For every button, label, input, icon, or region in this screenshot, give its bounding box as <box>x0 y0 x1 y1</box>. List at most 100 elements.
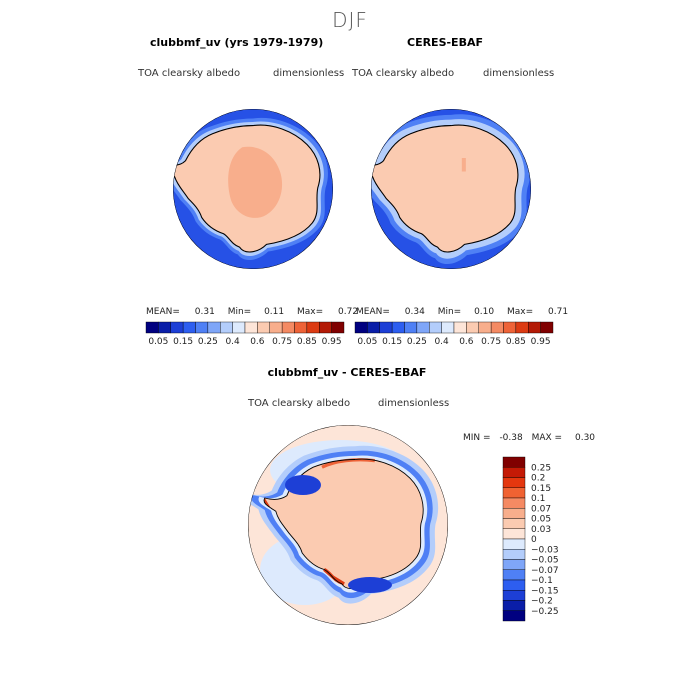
panel1-max-label: Max= <box>297 307 324 317</box>
panel3-colorbar-tick-label: 0.03 <box>531 525 551 535</box>
panel2-stats: MEAN= 0.34 Min= 0.10 Max= 0.71 <box>356 307 568 317</box>
panel1-max-value: 0.72 <box>338 307 359 317</box>
panel3-colorbar-tick-label: 0.05 <box>531 515 551 525</box>
panel2-colorbar-swatch <box>466 321 479 334</box>
panel2-colorbar: 0.05 0.15 0.25 0.4 0.6 0.75 0.85 0.95 <box>354 321 554 347</box>
panel1-min-value: 0.11 <box>264 307 285 317</box>
panel2-colorbar-swatch <box>354 321 368 334</box>
panel2-colorbar-tick-label: 0.25 <box>407 337 427 347</box>
panel3-colorbar-tick-label: −0.25 <box>531 607 559 617</box>
panel2-colorbar-swatch <box>391 321 405 334</box>
panel1-colorbar-swatch <box>244 321 258 334</box>
panel1-colorbar-swatch <box>145 321 159 334</box>
panel3-colorbar-swatch <box>502 477 526 488</box>
panel2-map <box>371 109 531 269</box>
panel1-colorbar-swatch <box>158 321 171 334</box>
panel3-max-label: MAX = <box>531 433 563 443</box>
panel2-colorbar-swatch <box>441 321 455 334</box>
panel2-units-label: dimensionless <box>483 68 555 79</box>
panel3-colorbar-swatch <box>502 600 526 611</box>
panel2-colorbar-swatch <box>367 321 380 334</box>
panel2-variable-label: TOA clearsky albedo <box>352 68 455 79</box>
panel2-colorbar-swatch <box>490 321 504 334</box>
panel1-colorbar-tick-label: 0.85 <box>297 337 317 347</box>
panel3-colorbar-swatch <box>502 610 526 622</box>
panel1-variable-label: TOA clearsky albedo <box>138 68 241 79</box>
panel3-colorbar-tick-label: −0.07 <box>531 566 559 576</box>
panel3-colorbar-tick-label: 0 <box>531 535 537 545</box>
panel1-colorbar-swatch <box>220 321 233 334</box>
panel3-colorbar-swatch <box>502 518 526 529</box>
panel2-max-value: 0.71 <box>548 307 569 317</box>
panel3-colorbar-swatch <box>502 508 526 519</box>
panel3-units-label: dimensionless <box>378 398 450 409</box>
panel3-colorbar-swatch <box>502 487 526 499</box>
panel3-colorbar-swatch <box>502 528 526 540</box>
panel3-stats: MIN = -0.38 MAX = 0.30 <box>463 433 595 443</box>
panel1-colorbar-tick-label: 0.75 <box>272 337 292 347</box>
panel2-colorbar-swatch <box>453 321 467 334</box>
panel2-colorbar-swatch <box>429 321 442 334</box>
panel3-min-label: MIN = <box>463 433 491 443</box>
panel3-variable-label: TOA clearsky albedo <box>248 398 351 409</box>
panel3-colorbar-swatch <box>502 590 526 601</box>
panel2-colorbar-swatch <box>503 321 517 334</box>
panel1-colorbar-swatch <box>331 321 345 334</box>
panel3-colorbar-swatch <box>502 579 526 591</box>
panel1-colorbar-tick-label: 0.6 <box>250 337 265 347</box>
panel1-colorbar-swatch <box>207 321 221 334</box>
panel1-min-label: Min= <box>227 307 252 317</box>
panel1-colorbar-swatch <box>232 321 246 334</box>
panel3-title: clubbmf_uv - CERES-EBAF <box>267 366 427 379</box>
panel2-colorbar-tick-label: 0.95 <box>531 337 551 347</box>
panel3-colorbar: 0.250.20.150.10.070.050.030−0.03−0.05−0.… <box>502 456 559 622</box>
panel2-colorbar-swatch <box>528 321 541 334</box>
panel2-max-label: Max= <box>507 307 534 317</box>
panel1-colorbar-tick-label: 0.15 <box>173 337 193 347</box>
panel1-mean-label: MEAN= <box>146 307 180 317</box>
panel1-colorbar-swatch <box>195 321 209 334</box>
panel1-mean-value: 0.31 <box>194 307 215 317</box>
panel2-colorbar-swatch <box>515 321 529 334</box>
panel3-colorbar-tick-label: 0.07 <box>531 504 551 514</box>
panel1-units-label: dimensionless <box>273 68 345 79</box>
panel3-colorbar-swatch <box>502 538 526 550</box>
panel2-min-label: Min= <box>437 307 462 317</box>
panel1-map <box>173 109 333 269</box>
panel2-min-value: 0.10 <box>474 307 495 317</box>
panel3-colorbar-swatch <box>502 497 526 509</box>
panel2-mean-value: 0.34 <box>404 307 425 317</box>
panel2-colorbar-tick-label: 0.4 <box>434 337 449 347</box>
panel2-title: CERES-EBAF <box>407 36 483 49</box>
panel2-mean-label: MEAN= <box>356 307 390 317</box>
panel1-colorbar-tick-label: 0.25 <box>198 337 218 347</box>
panel3-min-value: -0.38 <box>499 433 523 443</box>
panel2-colorbar-swatch <box>379 321 393 334</box>
panel1-colorbar-swatch <box>269 321 283 334</box>
panel3-colorbar-tick-label: −0.15 <box>531 586 559 596</box>
panel2-colorbar-swatch <box>404 321 418 334</box>
panel3-colorbar-swatch <box>502 467 526 478</box>
panel3-colorbar-swatch <box>502 549 526 560</box>
panel3-colorbar-tick-label: 0.15 <box>531 484 551 494</box>
panel2-colorbar-tick-label: 0.75 <box>481 337 501 347</box>
panel2-colorbar-swatch <box>478 321 492 334</box>
panel1-colorbar-tick-label: 0.05 <box>148 337 168 347</box>
panel3-map <box>248 425 448 625</box>
panel2-colorbar-tick-label: 0.6 <box>459 337 474 347</box>
panel1-colorbar-swatch <box>182 321 196 334</box>
season-title: DJF <box>332 8 368 32</box>
panel2-colorbar-tick-label: 0.15 <box>382 337 402 347</box>
panel1-colorbar-tick-label: 0.4 <box>225 337 240 347</box>
panel2-colorbar-tick-label: 0.85 <box>506 337 526 347</box>
panel3-max-value: 0.30 <box>574 433 596 443</box>
panel3-colorbar-swatch <box>502 456 526 468</box>
panel1-colorbar-swatch <box>257 321 270 334</box>
panel3-colorbar-tick-label: 0.25 <box>531 463 551 473</box>
panel3-colorbar-tick-label: −0.03 <box>531 545 559 555</box>
panel2-colorbar-swatch <box>540 321 554 334</box>
panel3-colorbar-tick-label: 0.1 <box>531 494 545 504</box>
panel1-colorbar-swatch <box>306 321 320 334</box>
panel2-colorbar-swatch <box>416 321 430 334</box>
